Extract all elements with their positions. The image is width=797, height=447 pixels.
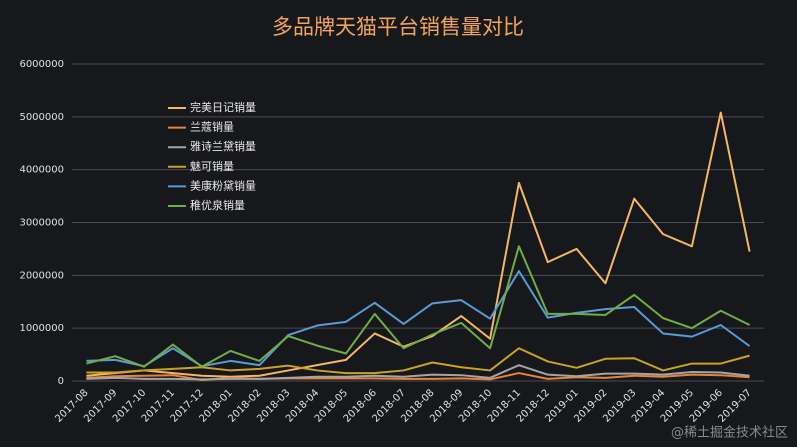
legend-label: 兰蔻销量: [190, 120, 234, 134]
y-tick-label: 2000000: [19, 270, 64, 281]
chart-title: 多品牌天猫平台销售量对比: [272, 15, 524, 39]
series-line: [86, 364, 750, 381]
y-tick-label: 6000000: [19, 59, 64, 70]
legend-label: 魅可销量: [190, 159, 234, 173]
series-line: [86, 245, 751, 368]
y-tick-label: 1000000: [19, 323, 64, 334]
y-tick-label: 0: [58, 376, 64, 387]
watermark: @稀土掘金技术社区: [671, 425, 788, 441]
legend-label: 稚优泉销量: [190, 198, 245, 212]
legend-label: 雅诗兰黛销量: [190, 139, 256, 153]
y-tick-label: 5000000: [19, 112, 64, 123]
legend-label: 美康粉黛销量: [190, 178, 256, 192]
y-tick-label: 3000000: [19, 218, 64, 229]
y-tick-label: 4000000: [19, 165, 64, 176]
series-line: [86, 347, 750, 375]
legend-label: 完美日记销量: [190, 100, 256, 114]
